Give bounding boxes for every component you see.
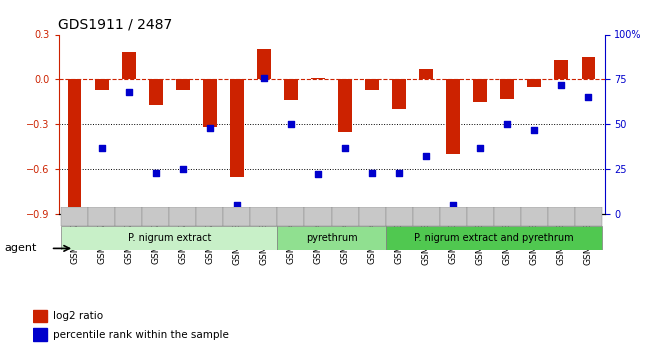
Text: P. nigrum extract and pyrethrum: P. nigrum extract and pyrethrum [414,233,573,243]
Text: agent: agent [4,244,36,253]
Bar [500,79,514,99]
Text: GDS1911 / 2487: GDS1911 / 2487 [58,18,173,32]
Point [448,202,458,208]
Bar [447,79,460,154]
Point [231,202,242,208]
FancyBboxPatch shape [115,207,142,226]
Bar [473,79,487,102]
FancyBboxPatch shape [359,207,385,226]
Point [286,121,296,127]
Text: log2 ratio: log2 ratio [53,311,103,321]
Point [475,145,486,150]
FancyBboxPatch shape [304,207,332,226]
Bar [393,79,406,109]
Point [70,209,80,215]
Bar [554,60,568,79]
Point [205,125,215,130]
FancyBboxPatch shape [385,226,602,250]
Point [340,145,350,150]
Bar [149,79,162,105]
Point [583,95,593,100]
Bar [338,79,352,132]
Bar [257,49,270,79]
Point [502,121,512,127]
FancyBboxPatch shape [224,207,250,226]
FancyBboxPatch shape [439,207,467,226]
Bar [365,79,379,90]
Bar [284,79,298,100]
FancyBboxPatch shape [88,207,115,226]
Point [151,170,161,175]
Bar [203,79,216,127]
FancyBboxPatch shape [521,207,548,226]
Point [177,166,188,172]
Bar [527,79,541,87]
FancyBboxPatch shape [332,207,359,226]
Bar [95,79,109,90]
FancyBboxPatch shape [196,207,224,226]
FancyBboxPatch shape [548,207,575,226]
Bar [311,78,325,79]
FancyBboxPatch shape [61,207,88,226]
FancyBboxPatch shape [494,207,521,226]
Bar [122,52,136,79]
FancyBboxPatch shape [385,207,413,226]
FancyBboxPatch shape [278,226,385,250]
Point [556,82,566,88]
Bar [32,310,47,322]
Point [259,75,269,80]
Point [367,170,377,175]
FancyBboxPatch shape [142,207,169,226]
Bar [32,328,47,341]
FancyBboxPatch shape [250,207,278,226]
Point [529,127,539,132]
Bar [230,79,244,177]
Text: percentile rank within the sample: percentile rank within the sample [53,330,229,339]
Point [394,170,404,175]
Point [421,154,432,159]
FancyBboxPatch shape [575,207,602,226]
Bar [582,57,595,79]
Bar [176,79,190,90]
FancyBboxPatch shape [169,207,196,226]
FancyBboxPatch shape [61,226,278,250]
Bar [419,69,433,79]
Point [97,145,107,150]
Bar [68,79,81,209]
Text: P. nigrum extract: P. nigrum extract [127,233,211,243]
FancyBboxPatch shape [278,207,304,226]
Point [313,172,323,177]
Point [124,89,134,95]
FancyBboxPatch shape [413,207,439,226]
Text: pyrethrum: pyrethrum [306,233,358,243]
FancyBboxPatch shape [467,207,494,226]
